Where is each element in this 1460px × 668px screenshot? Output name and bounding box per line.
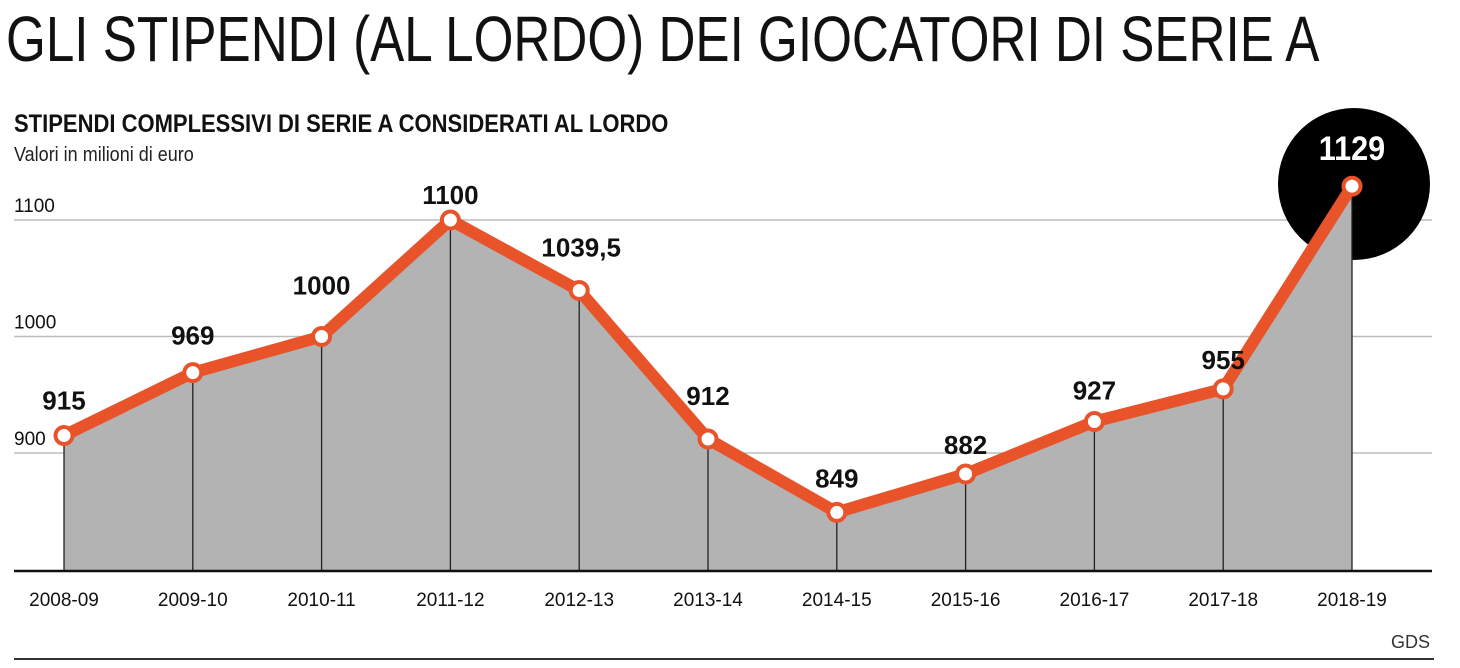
- data-label: 849: [815, 463, 858, 493]
- y-tick-label: 1100: [14, 196, 55, 217]
- x-tick-label: 2018-19: [1317, 590, 1387, 611]
- data-point: [1083, 411, 1105, 433]
- data-point: [439, 209, 461, 231]
- x-tick-label: 2010-11: [287, 590, 355, 611]
- x-tick-label: 2012-13: [544, 590, 614, 611]
- x-tick-label: 2017-18: [1188, 590, 1258, 611]
- units-label: Valori in milioni di euro: [14, 144, 194, 166]
- data-label: 1100: [422, 180, 478, 210]
- data-point: [826, 501, 848, 523]
- data-label: 955: [1202, 345, 1245, 375]
- data-label: 1000: [293, 271, 351, 301]
- data-point: [1212, 378, 1234, 400]
- data-point: [697, 428, 719, 450]
- x-tick-label: 2015-16: [931, 590, 1001, 611]
- data-label: 912: [686, 381, 729, 411]
- chart-subtitle: STIPENDI COMPLESSIVI DI SERIE A CONSIDER…: [14, 110, 669, 138]
- x-tick-label: 2016-17: [1060, 590, 1130, 611]
- data-label: 915: [42, 386, 85, 416]
- x-tick-label: 2011-12: [416, 590, 484, 611]
- y-tick-label: 900: [14, 429, 46, 450]
- line-area-chart: 915969100011001039,59128498829279551129 …: [14, 108, 1432, 611]
- data-point: [53, 425, 75, 447]
- data-label: 969: [171, 321, 214, 351]
- data-label: 1129: [1319, 130, 1385, 168]
- x-tick-label: 2014-15: [802, 590, 872, 611]
- data-point: [182, 362, 204, 384]
- x-tick-label: 2013-14: [673, 590, 743, 611]
- x-tick-label: 2009-10: [158, 590, 228, 611]
- data-point: [955, 463, 977, 485]
- source-label: GDS: [1390, 632, 1430, 652]
- y-tick-label: 1000: [14, 313, 56, 334]
- data-label: 1039,5: [541, 232, 621, 262]
- x-tick-label: 2008-09: [29, 590, 99, 611]
- data-point: [311, 326, 333, 347]
- chart-title: GLI STIPENDI (AL LORDO) DEI GIOCATORI DI…: [6, 3, 1320, 75]
- data-point: [1341, 175, 1363, 197]
- data-label: 882: [944, 430, 987, 460]
- data-label: 927: [1073, 376, 1116, 406]
- data-point: [568, 279, 590, 301]
- bottom-rule: [14, 658, 1434, 660]
